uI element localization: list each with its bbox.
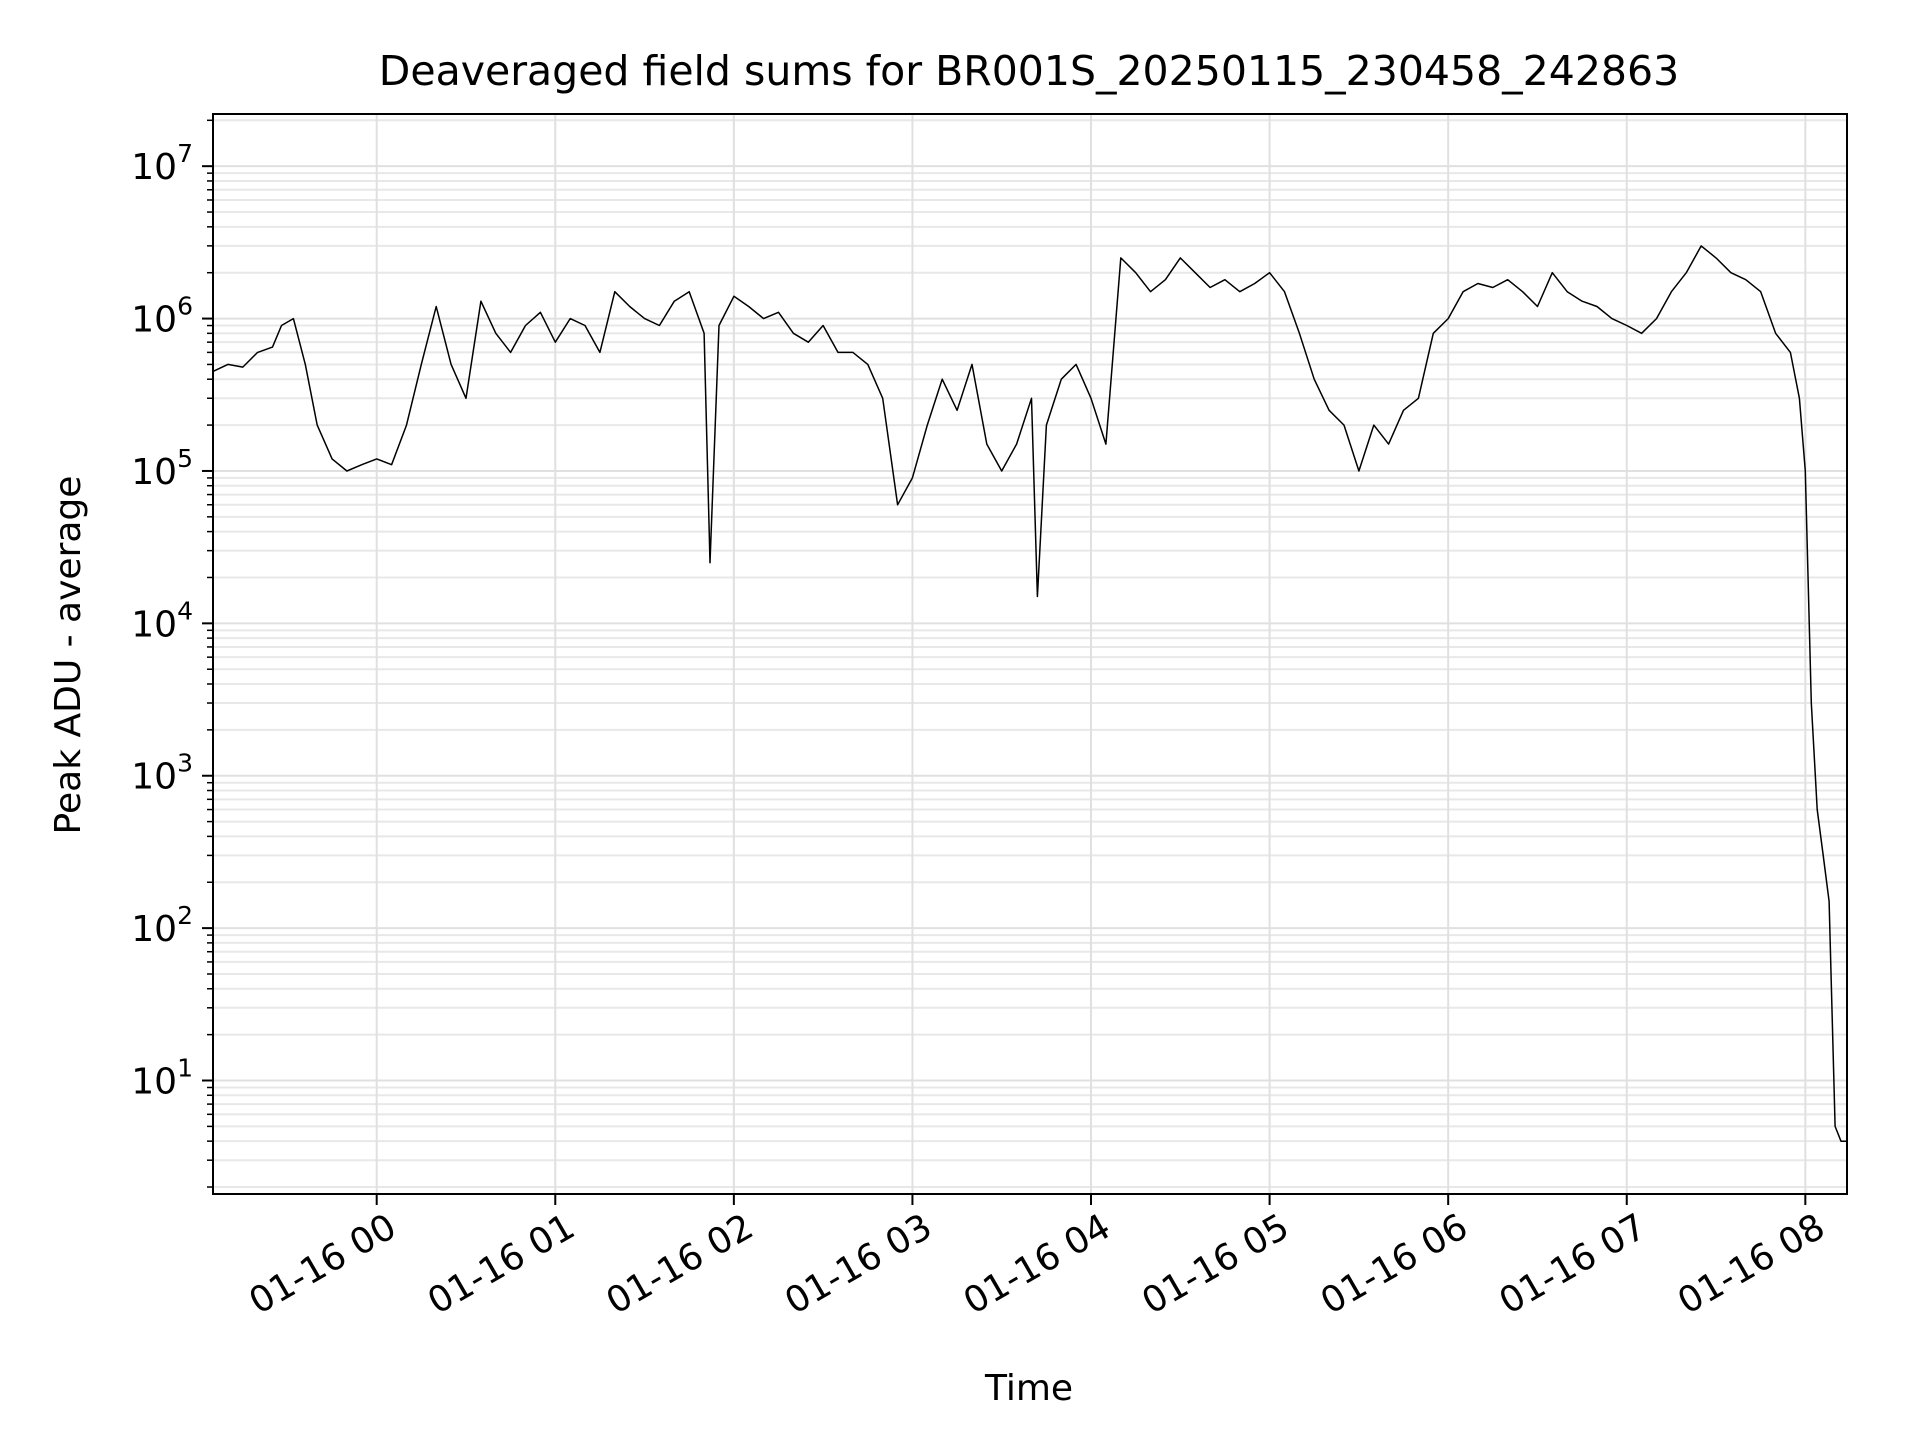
y-tick-label: 105: [131, 444, 193, 493]
x-tick-label: 01-16 06: [1314, 1206, 1475, 1322]
x-tick-label: 01-16 02: [600, 1206, 761, 1322]
chart-title: Deaveraged field sums for BR001S_2025011…: [379, 47, 1679, 95]
x-tick-label: 01-16 01: [421, 1206, 582, 1322]
y-tick-label: 102: [131, 901, 193, 950]
y-tick-label: 107: [131, 139, 193, 188]
x-tick-label: 01-16 05: [1135, 1206, 1296, 1322]
x-tick-label: 01-16 07: [1493, 1206, 1654, 1322]
plot-area-frame: [212, 113, 1848, 1195]
y-tick-label: 101: [131, 1054, 193, 1103]
x-tick-label: 01-16 00: [243, 1206, 404, 1322]
x-axis-label: Time: [984, 1368, 1073, 1409]
y-axis-label: Peak ADU - average: [48, 476, 89, 835]
y-tick-label: 103: [131, 749, 193, 798]
grid: [213, 114, 1847, 1194]
y-tick-label: 104: [131, 596, 193, 645]
series-line: [212, 245, 1847, 1142]
x-tick-label: 01-16 04: [957, 1206, 1118, 1322]
y-tick-label: 106: [131, 292, 193, 341]
series-layer: [212, 245, 1847, 1142]
x-tick-label: 01-16 08: [1671, 1206, 1832, 1322]
x-tick-label: 01-16 03: [778, 1206, 939, 1322]
